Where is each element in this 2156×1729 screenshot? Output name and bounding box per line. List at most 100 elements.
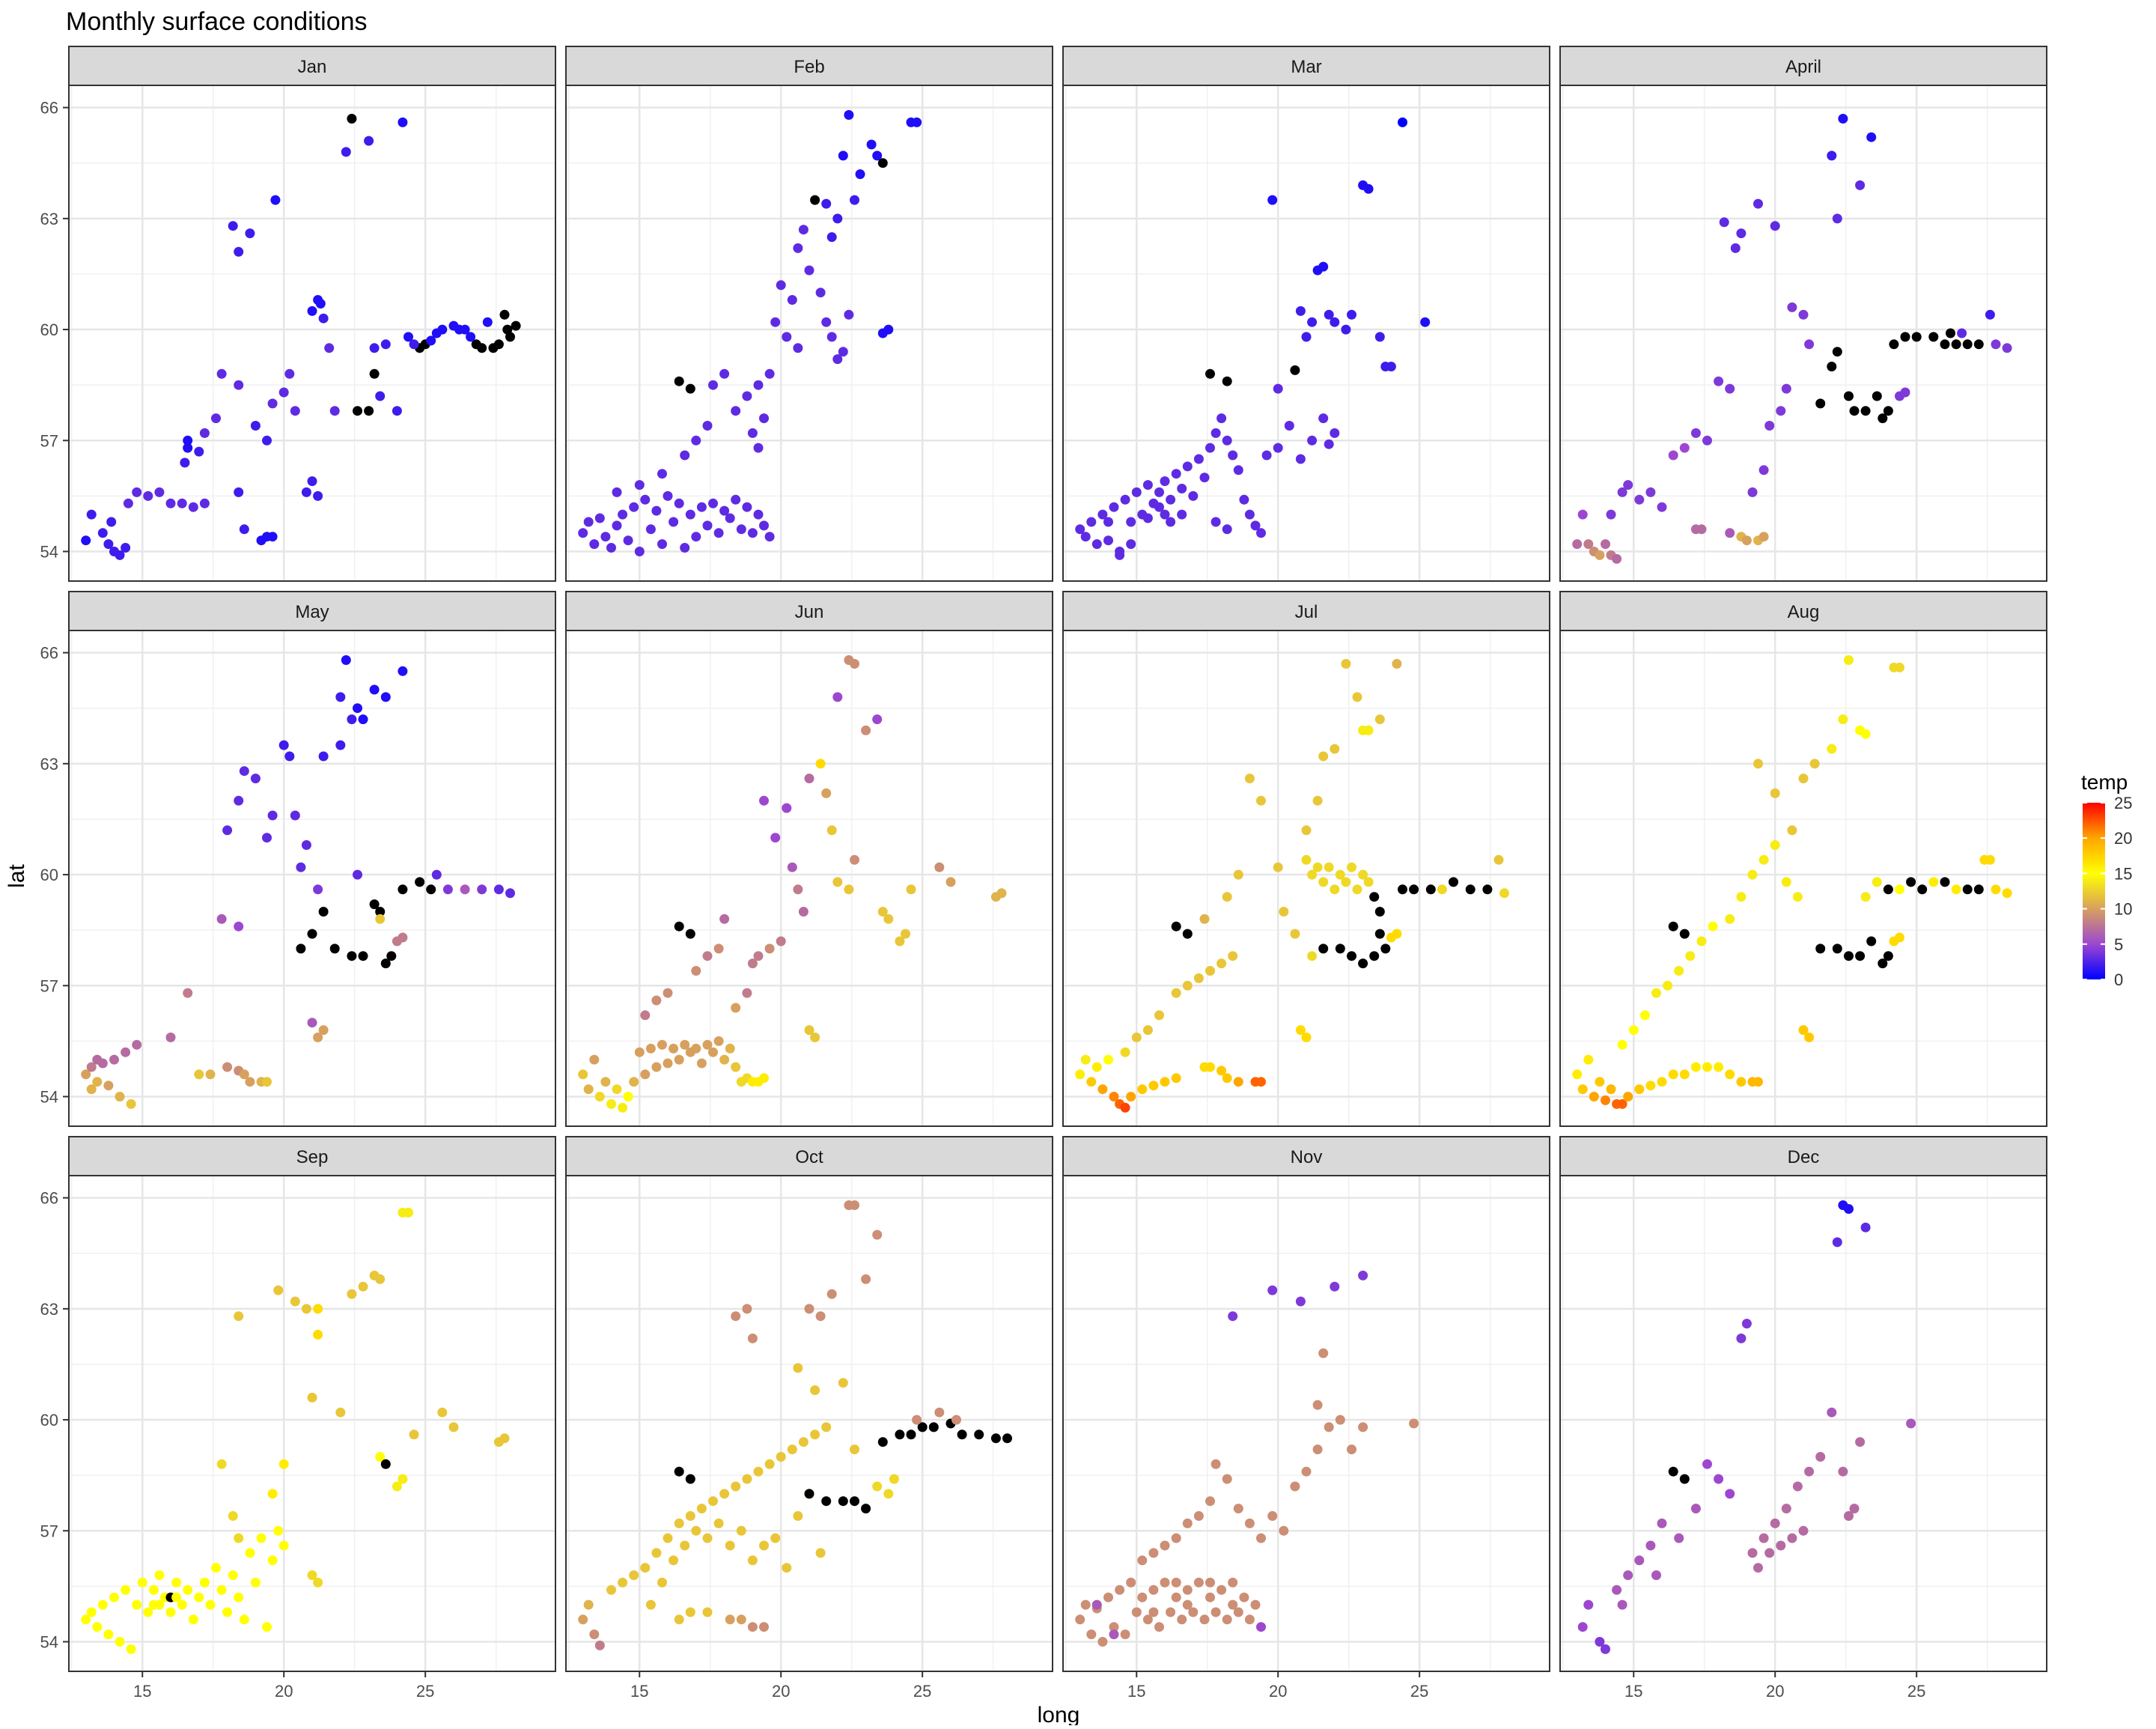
data-point — [1267, 1285, 1278, 1295]
data-point — [844, 884, 854, 895]
data-point — [1290, 1481, 1300, 1492]
data-point — [731, 406, 741, 416]
x-axis-label: long — [1038, 1703, 1080, 1725]
legend-tick-label: 15 — [2114, 864, 2132, 883]
data-point — [1211, 1607, 1221, 1617]
data-point — [234, 1533, 244, 1543]
data-point — [877, 907, 888, 917]
facet-panel: Mar — [1062, 46, 1550, 582]
data-point — [1075, 1614, 1085, 1625]
data-point — [1685, 951, 1696, 961]
data-point — [1787, 1533, 1797, 1543]
data-point — [1002, 1433, 1012, 1444]
data-point — [1335, 869, 1345, 880]
data-point — [1341, 324, 1351, 335]
data-point — [1199, 914, 1210, 924]
data-point — [1279, 907, 1289, 917]
legend-tick-label: 5 — [2114, 935, 2123, 954]
data-point — [685, 929, 695, 939]
data-point — [600, 1077, 611, 1087]
data-point — [877, 1437, 888, 1447]
data-point — [364, 406, 374, 416]
data-point — [674, 498, 684, 508]
data-point — [250, 421, 261, 431]
x-tick-label: 15 — [1624, 1682, 1642, 1701]
data-point — [674, 376, 684, 386]
data-point — [148, 1584, 159, 1595]
data-point — [1142, 513, 1153, 523]
data-point — [109, 1592, 119, 1602]
data-point — [663, 1533, 673, 1543]
data-point — [313, 1032, 323, 1042]
data-point — [1341, 877, 1351, 887]
data-point — [409, 339, 419, 350]
facet-strip — [565, 591, 1053, 631]
panel-border — [68, 1175, 556, 1672]
data-point — [623, 535, 633, 546]
data-point — [1409, 1418, 1419, 1429]
data-point — [375, 914, 386, 924]
data-point — [1860, 729, 1871, 739]
data-point — [121, 1584, 131, 1595]
data-point — [1109, 1092, 1119, 1101]
data-point — [335, 692, 346, 702]
data-point — [906, 884, 916, 895]
data-point — [804, 774, 814, 784]
data-point — [1205, 1577, 1215, 1587]
facet-panel: Sep 54 57 60 63 66 15 20 25 — [40, 1136, 556, 1701]
data-point — [234, 921, 244, 932]
data-point — [375, 907, 386, 917]
data-point — [1233, 465, 1243, 475]
data-point — [753, 1466, 764, 1477]
data-point — [1154, 1622, 1164, 1632]
plot-area — [566, 1176, 1053, 1671]
data-point — [826, 825, 837, 836]
data-point — [1148, 1081, 1159, 1091]
data-point — [1792, 892, 1803, 902]
data-point — [290, 1296, 300, 1307]
data-point — [307, 306, 317, 316]
data-point — [1205, 368, 1215, 379]
data-point — [313, 884, 323, 895]
data-point — [194, 1069, 204, 1080]
data-point — [844, 309, 854, 320]
data-point — [713, 1518, 724, 1528]
data-point — [1696, 936, 1707, 946]
data-point — [1154, 487, 1164, 497]
data-point — [804, 1025, 814, 1036]
data-point — [1193, 454, 1204, 464]
x-tick-label: 25 — [416, 1682, 434, 1701]
data-point — [1205, 1062, 1215, 1072]
data-point — [267, 810, 278, 821]
data-point — [1764, 1548, 1775, 1558]
data-point — [262, 435, 272, 446]
data-point — [262, 833, 272, 843]
data-point — [364, 136, 374, 146]
data-point — [685, 1607, 695, 1617]
data-point — [1369, 892, 1380, 902]
data-point — [1256, 1622, 1266, 1632]
facet-panel: Nov 15 20 25 — [1062, 1136, 1550, 1701]
data-point — [1335, 943, 1345, 954]
data-point — [1844, 1511, 1854, 1521]
data-point — [1216, 1066, 1227, 1076]
data-point — [612, 520, 622, 531]
data-point — [1714, 376, 1724, 386]
data-point — [398, 932, 408, 943]
data-point — [1312, 862, 1323, 872]
data-point — [126, 1099, 136, 1109]
data-point — [759, 1073, 769, 1084]
data-point — [1465, 884, 1476, 895]
data-point — [594, 1092, 605, 1101]
data-point — [482, 317, 493, 327]
data-point — [1736, 892, 1747, 902]
data-point — [731, 1003, 741, 1013]
data-point — [1827, 1407, 1837, 1417]
data-point — [1895, 884, 1904, 895]
data-point — [1358, 958, 1368, 969]
data-point — [1838, 714, 1848, 725]
data-point — [1222, 376, 1232, 386]
data-point — [1131, 1032, 1142, 1042]
data-point — [759, 520, 769, 531]
data-point — [121, 543, 131, 553]
